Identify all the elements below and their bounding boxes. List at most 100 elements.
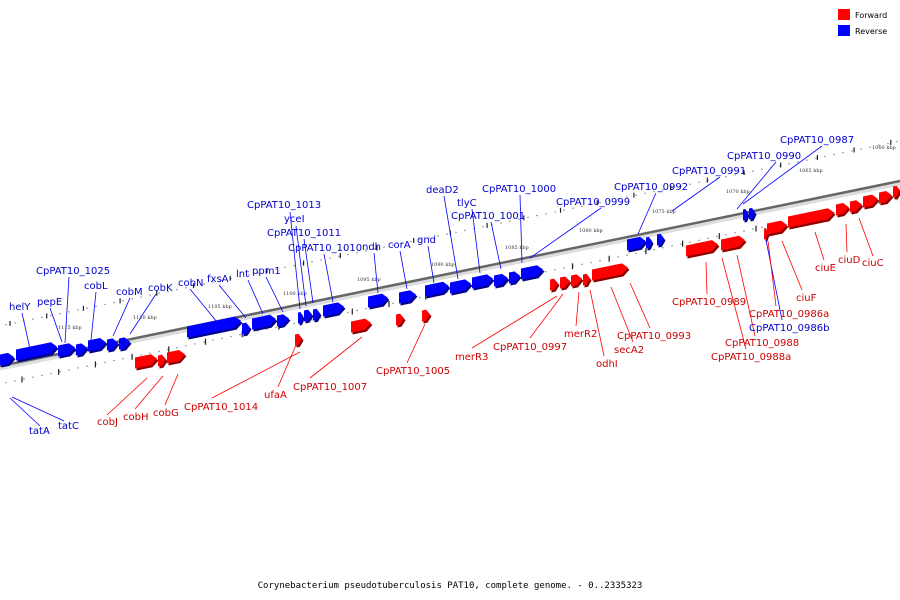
ruler-dot	[698, 239, 700, 242]
reverse-gene-feature[interactable]	[450, 279, 473, 296]
reverse-gene-feature[interactable]	[242, 322, 252, 337]
gene-label-ycei: yceI	[284, 214, 305, 225]
feature-body	[88, 338, 106, 352]
forward-gene-feature[interactable]	[788, 208, 836, 230]
reverse-gene-feature[interactable]	[16, 342, 59, 363]
ruler-dot	[329, 257, 331, 259]
reverse-gene-feature[interactable]	[58, 343, 77, 359]
forward-gene-feature[interactable]	[135, 354, 159, 371]
feature-body	[571, 274, 582, 287]
forward-gene-feature[interactable]	[351, 318, 373, 335]
reverse-gene-feature[interactable]	[252, 314, 278, 332]
ruler-dot	[635, 252, 637, 254]
tick-label: 1085 kbp	[505, 245, 529, 251]
reverse-gene-feature[interactable]	[749, 207, 757, 222]
ruler-dot	[869, 146, 871, 148]
ruler-dot	[275, 326, 277, 328]
reverse-gene-feature[interactable]	[509, 271, 522, 286]
reverse-gene-feature[interactable]	[88, 338, 108, 354]
reverse-gene-feature[interactable]	[107, 338, 120, 353]
forward-gene-feature[interactable]	[583, 273, 592, 288]
ruler-dot	[86, 307, 88, 309]
reverse-gene-feature[interactable]	[323, 302, 346, 319]
feature-body	[521, 265, 543, 280]
ruler-dot	[248, 274, 250, 276]
ruler-dot	[86, 365, 88, 367]
reverse-gene-feature[interactable]	[494, 273, 510, 289]
tick-label: 1060 kbp	[872, 145, 896, 151]
reverse-gene-feature[interactable]	[76, 343, 89, 358]
reverse-gene-feature[interactable]	[743, 208, 750, 223]
ruler-dot	[5, 324, 7, 326]
forward-gene-feature[interactable]	[893, 185, 900, 200]
forward-gene-feature[interactable]	[158, 354, 168, 369]
forward-gene-feature[interactable]	[295, 333, 304, 348]
gene-label-cppat10-0997: CpPAT10_0997	[493, 342, 567, 353]
reverse-gene-feature[interactable]	[657, 233, 666, 248]
forward-leader-line	[781, 240, 803, 291]
reverse-leader-line	[64, 276, 70, 344]
ruler-dot	[680, 243, 682, 245]
reverse-gene-feature[interactable]	[187, 316, 243, 340]
reverse-gene-feature[interactable]	[313, 308, 322, 323]
ruler-dot	[581, 263, 583, 266]
tick-label: 1080 kbp	[579, 228, 603, 234]
ruler-dot	[284, 266, 286, 269]
ruler-dot	[23, 378, 25, 380]
forward-gene-feature[interactable]	[422, 309, 432, 324]
gene-label-ciud: ciuD	[838, 255, 861, 266]
reverse-gene-feature[interactable]	[425, 281, 451, 299]
gene-label-cppat10-1025: CpPAT10_1025	[36, 266, 110, 277]
reverse-gene-feature[interactable]	[0, 352, 16, 368]
forward-gene-feature[interactable]	[767, 220, 789, 237]
forward-gene-feature[interactable]	[550, 278, 560, 293]
feature-body	[509, 271, 520, 284]
ruler-dot	[662, 247, 664, 249]
forward-gene-feature[interactable]	[167, 350, 187, 366]
reverse-gene-feature[interactable]	[304, 309, 314, 324]
reverse-gene-feature[interactable]	[521, 265, 545, 282]
forward-gene-feature[interactable]	[396, 313, 406, 328]
ruler-dot	[167, 290, 169, 293]
feature-body	[472, 274, 493, 289]
reverse-gene-feature[interactable]	[646, 236, 654, 251]
reverse-gene-feature[interactable]	[277, 314, 291, 329]
reverse-gene-feature[interactable]	[627, 236, 648, 253]
ruler-dot	[662, 189, 664, 191]
ruler-dot	[428, 237, 430, 239]
feature-body	[583, 273, 590, 286]
tick-label: 1105 kbp	[208, 304, 232, 310]
ruler-dot	[851, 150, 853, 152]
forward-leader-line	[211, 351, 301, 399]
forward-gene-feature[interactable]	[879, 191, 894, 206]
forward-gene-feature[interactable]	[592, 263, 630, 283]
reverse-leader-line	[490, 221, 502, 270]
gene-label-cobl: cobL	[84, 281, 108, 292]
reverse-gene-feature[interactable]	[298, 311, 305, 326]
ruler-dot	[158, 292, 160, 295]
reverse-gene-feature[interactable]	[368, 293, 390, 310]
forward-leader-line	[471, 295, 558, 349]
gene-label-tata: tatA	[29, 426, 50, 437]
ruler-dot	[725, 234, 727, 236]
forward-gene-feature[interactable]	[836, 203, 851, 218]
reverse-leader-line	[323, 253, 334, 303]
reverse-gene-feature[interactable]	[119, 337, 132, 352]
reverse-leader-line	[21, 312, 31, 350]
reverse-gene-feature[interactable]	[399, 290, 418, 306]
reverse-gene-feature[interactable]	[472, 274, 495, 291]
gene-label-cppat10-1014: CpPAT10_1014	[184, 402, 258, 413]
feature-body	[158, 354, 166, 367]
ruler-dot	[689, 241, 691, 243]
forward-gene-feature[interactable]	[560, 276, 572, 291]
feature-body	[863, 194, 878, 208]
ruler-dot	[239, 333, 241, 336]
forward-gene-feature[interactable]	[686, 240, 720, 259]
forward-gene-feature[interactable]	[850, 200, 864, 215]
forward-gene-feature[interactable]	[571, 274, 584, 289]
forward-gene-feature[interactable]	[721, 235, 747, 253]
ruler-dot	[554, 211, 556, 213]
gene-label-ciue: ciuE	[815, 263, 836, 274]
ruler-dot	[419, 296, 421, 299]
forward-gene-feature[interactable]	[863, 194, 880, 210]
